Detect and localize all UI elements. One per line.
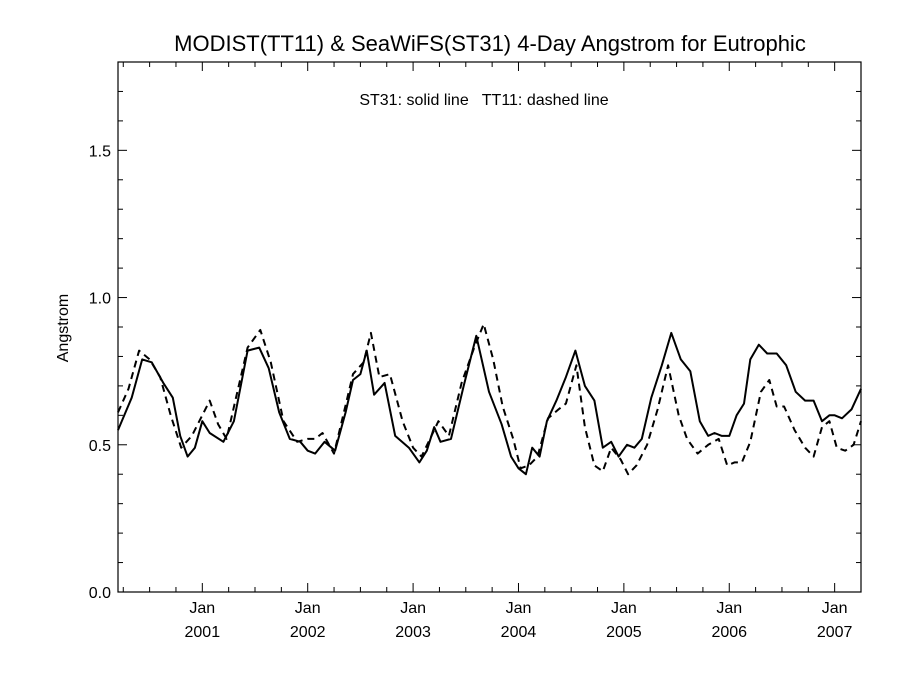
data-series: [117, 323, 862, 476]
x-tick-month-label: Jan: [189, 600, 215, 617]
tick-marks: [118, 62, 861, 593]
plot-frame: [117, 61, 862, 593]
y-axis-label: Angstrom: [55, 294, 72, 362]
x-tick-month-label: Jan: [716, 600, 742, 617]
series-line-st31: [117, 331, 862, 476]
x-tick-year-label: 2002: [290, 624, 326, 641]
x-tick-year-label: 2004: [501, 624, 537, 641]
tick-labels: 0.0 0.5 1.0 1.5 Jan 2001 Jan 2002 Jan 2003 Jan 2004…: [89, 143, 853, 641]
x-tick-year-label: 2006: [711, 624, 747, 641]
y-tick-label: 0.0: [89, 585, 111, 602]
y-tick-label: 1.0: [89, 291, 111, 308]
chart-title: MODIST(TT11) & SeaWiFS(ST31) 4-Day Angst…: [174, 31, 806, 56]
x-tick-year-label: 2001: [185, 624, 221, 641]
x-tick-year-label: 2007: [817, 624, 853, 641]
series-line-tt11: [117, 323, 862, 476]
x-tick-year-label: 2003: [395, 624, 431, 641]
y-tick-label: 0.5: [89, 438, 111, 455]
x-tick-month-label: Jan: [611, 600, 637, 617]
x-tick-year-label: 2005: [606, 624, 642, 641]
x-tick-month-label: Jan: [506, 600, 532, 617]
x-tick-month-label: Jan: [295, 600, 321, 617]
x-tick-month-label: Jan: [400, 600, 426, 617]
x-tick-month-label: Jan: [822, 600, 848, 617]
y-tick-label: 1.5: [89, 143, 111, 160]
legend-annotation: ST31: solid line TT11: dashed line: [359, 92, 608, 109]
